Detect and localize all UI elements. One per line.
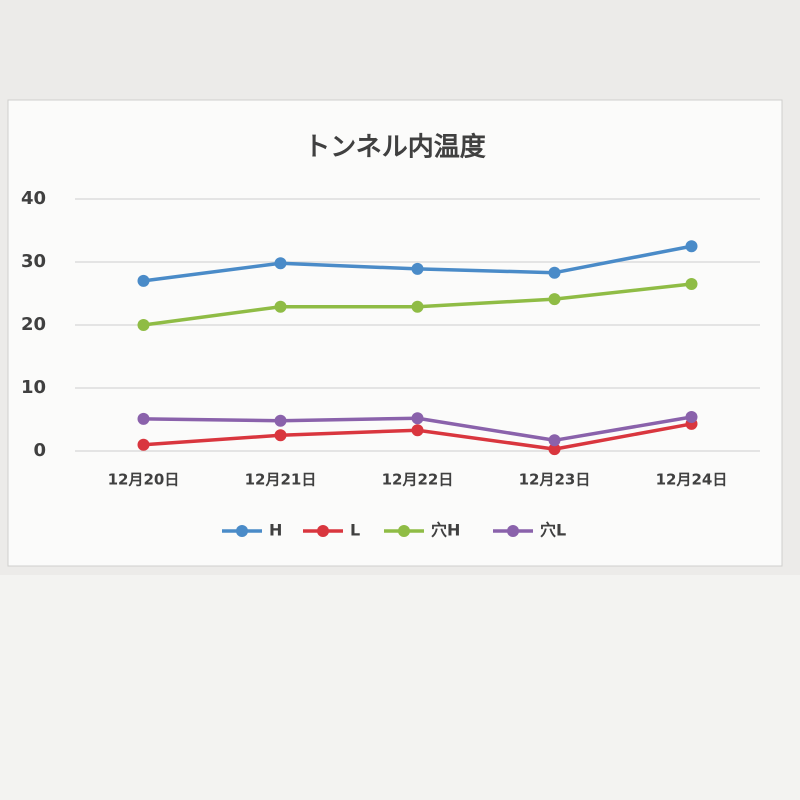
data-point [274, 300, 287, 313]
y-tick-label: 0 [33, 440, 46, 461]
legend-label: H [269, 521, 282, 540]
legend-label: 穴H [431, 521, 460, 540]
y-tick-label: 40 [21, 188, 46, 209]
data-point [685, 240, 698, 253]
data-point [137, 319, 150, 331]
y-tick-label: 30 [21, 251, 46, 272]
legend-marker [317, 525, 329, 537]
data-point [274, 257, 287, 270]
data-point [548, 434, 561, 447]
paper-lower [0, 575, 800, 800]
x-tick-label: 12月23日 [519, 471, 591, 489]
data-point [411, 412, 424, 425]
x-tick-label: 12月22日 [382, 471, 454, 489]
y-tick-label: 10 [21, 377, 46, 398]
data-point [137, 274, 150, 287]
y-tick-label: 20 [21, 314, 46, 335]
data-point [274, 429, 287, 442]
data-point [685, 278, 698, 291]
legend-marker [398, 525, 410, 537]
data-point [548, 293, 561, 306]
legend-label: 穴L [540, 521, 566, 540]
data-point [548, 443, 561, 456]
data-point [411, 424, 424, 437]
data-point [137, 412, 150, 425]
legend-marker [236, 525, 248, 537]
x-tick-label: 12月24日 [656, 471, 728, 489]
chart-panel [7, 99, 783, 567]
data-point [274, 414, 287, 427]
chart-title: トンネル内温度 [304, 132, 485, 163]
legend-marker [507, 525, 519, 537]
data-point [137, 438, 150, 451]
data-point [411, 300, 424, 313]
data-point [411, 262, 424, 275]
x-tick-label: 12月20日 [108, 471, 180, 489]
data-point [685, 410, 698, 423]
legend-label: L [350, 521, 360, 540]
x-tick-label: 12月21日 [245, 471, 317, 489]
data-point [548, 266, 561, 279]
